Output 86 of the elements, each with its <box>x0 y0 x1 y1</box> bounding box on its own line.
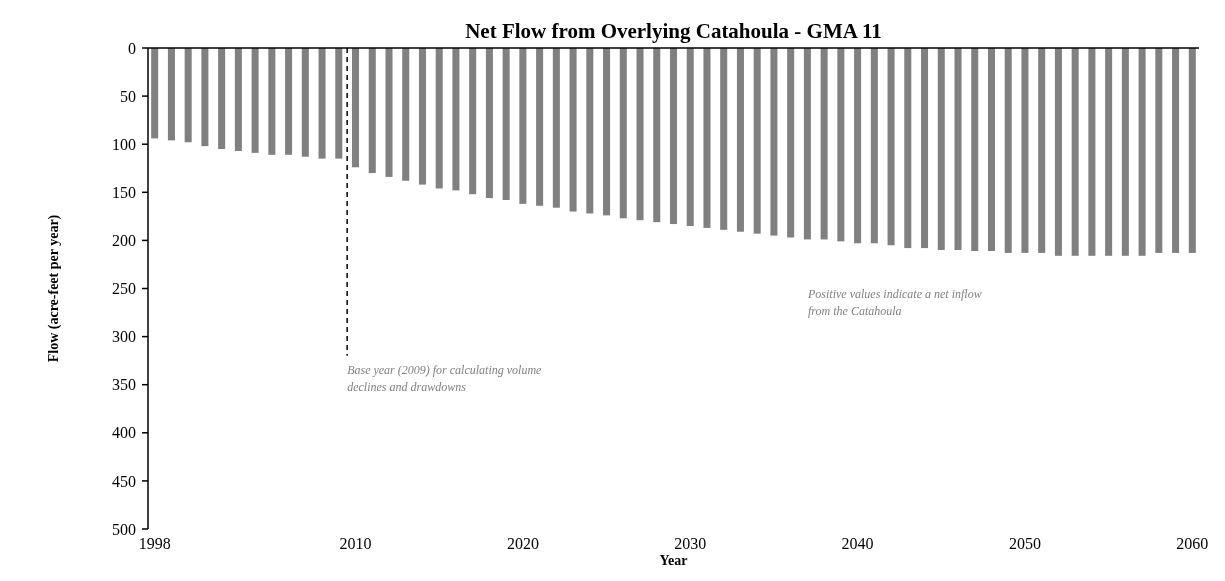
x-tick-label: 2010 <box>339 535 372 552</box>
bar <box>987 48 995 251</box>
bar <box>753 48 761 234</box>
bar <box>569 48 577 212</box>
bar <box>201 48 209 147</box>
bar <box>1172 48 1180 253</box>
y-tick-label: 150 <box>112 183 136 201</box>
y-tick-label: 50 <box>120 87 136 105</box>
annotation: Positive values indicate a net inflow from the Catahoula <box>807 287 982 318</box>
bar <box>1088 48 1096 256</box>
bar <box>1121 48 1129 256</box>
x-tick-label: 2030 <box>674 535 707 552</box>
bar <box>1138 48 1146 256</box>
bar <box>887 48 895 246</box>
bar <box>954 48 962 251</box>
bar <box>686 48 694 226</box>
bar <box>167 48 175 141</box>
bar <box>1038 48 1046 253</box>
bar <box>368 48 376 174</box>
bar <box>653 48 661 223</box>
bar <box>1155 48 1163 253</box>
bar <box>854 48 862 244</box>
bar <box>586 48 594 214</box>
bar <box>921 48 929 249</box>
bar <box>318 48 326 159</box>
y-tick-label: 300 <box>112 328 136 346</box>
bar <box>335 48 343 159</box>
bar <box>971 48 979 251</box>
y-tick-label: 250 <box>112 280 136 298</box>
bar <box>285 48 293 155</box>
bar <box>502 48 510 200</box>
bar <box>787 48 795 238</box>
bar <box>435 48 443 189</box>
bar <box>251 48 259 153</box>
bar <box>402 48 410 181</box>
y-tick-label: 0 <box>128 39 136 57</box>
bar <box>268 48 276 155</box>
x-tick-label: 2040 <box>841 535 874 552</box>
chart-title: Net Flow from Overlying Catahoula - GMA 11 <box>465 19 882 43</box>
bar <box>904 48 912 249</box>
bar <box>418 48 426 185</box>
bar <box>536 48 544 206</box>
y-tick-label: 100 <box>112 135 136 153</box>
bar <box>234 48 242 151</box>
bar <box>870 48 878 244</box>
bar <box>636 48 644 221</box>
bar <box>1071 48 1079 256</box>
bar <box>669 48 678 225</box>
bar <box>1004 48 1012 253</box>
bar <box>1188 48 1196 253</box>
bar <box>1021 48 1029 253</box>
bar <box>352 48 360 168</box>
y-tick-label: 350 <box>112 376 136 394</box>
bar <box>820 48 828 240</box>
ref-line-label: Base year (2009) for calculating volume declines and drawdowns <box>347 362 543 394</box>
bar <box>603 48 611 216</box>
bar <box>837 48 845 242</box>
bar <box>469 48 477 195</box>
bar <box>218 48 226 150</box>
x-axis-title: Year <box>659 553 688 568</box>
bar <box>151 48 159 139</box>
bar <box>703 48 711 228</box>
bar <box>720 48 728 230</box>
y-tick-label: 450 <box>112 472 136 490</box>
bar <box>736 48 744 232</box>
bar <box>385 48 393 177</box>
x-tick-label: 1998 <box>138 535 171 552</box>
bar <box>485 48 493 199</box>
bar <box>770 48 778 236</box>
bar <box>1054 48 1062 256</box>
bar <box>301 48 309 157</box>
x-tick-label: 2020 <box>506 535 539 552</box>
bar <box>552 48 560 208</box>
y-tick-label: 200 <box>112 232 136 249</box>
bar <box>184 48 192 143</box>
x-tick-label: 2060 <box>1176 535 1209 552</box>
bar <box>452 48 460 191</box>
bar <box>519 48 527 204</box>
bar <box>937 48 945 251</box>
y-tick-label: 500 <box>112 520 136 538</box>
bar <box>803 48 811 240</box>
y-tick-label: 400 <box>112 424 136 442</box>
y-axis-title: Flow (acre-feet per year) <box>46 214 62 363</box>
bar <box>619 48 627 219</box>
bar <box>1105 48 1113 256</box>
x-tick-label: 2050 <box>1008 535 1041 552</box>
